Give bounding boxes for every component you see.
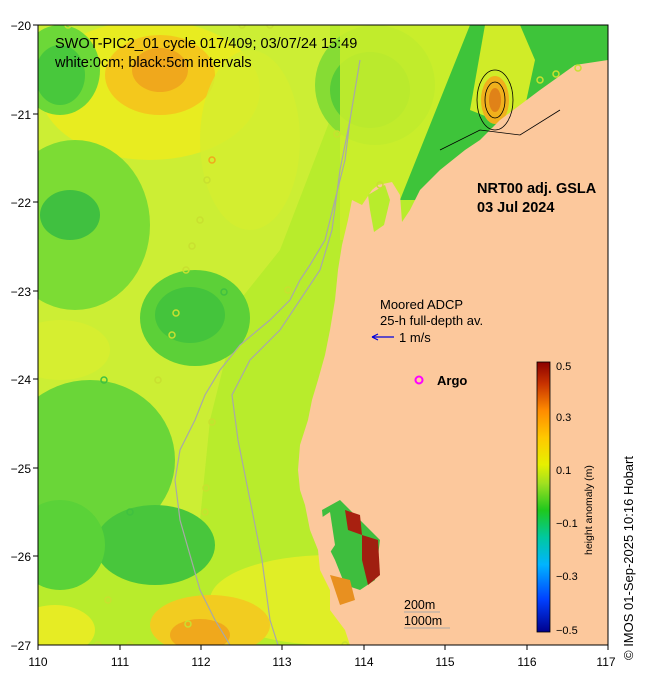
product-name: NRT00 adj. GSLA — [477, 181, 597, 197]
x-tick: 117 — [596, 655, 615, 669]
y-tick: −23 — [11, 285, 32, 299]
y-tick: −20 — [11, 19, 32, 33]
y-tick: −22 — [11, 196, 32, 210]
plot-frame — [37, 24, 609, 646]
x-tick: 110 — [28, 655, 47, 669]
axis-ticks — [33, 24, 609, 650]
y-axis-labels: −20 −21 −22 −23 −24 −25 −26 −27 — [11, 19, 32, 653]
colorbar-tick: 0.1 — [556, 465, 571, 477]
y-tick: −27 — [11, 639, 32, 653]
argo-label: Argo — [437, 373, 467, 388]
credit-text: © IMOS 01-Sep-2025 10:16 Hobart — [621, 456, 636, 660]
bathy-200-label: 200m — [404, 598, 435, 612]
colorbar-tick: 0.5 — [556, 361, 571, 373]
y-tick: −25 — [11, 462, 32, 476]
swot-contours — [439, 69, 561, 151]
vector-scale-label: 1 m/s — [399, 330, 431, 345]
x-tick: 114 — [354, 655, 373, 669]
y-tick: −21 — [11, 108, 32, 122]
x-tick: 113 — [272, 655, 291, 669]
colorbar-ticks: 0.5 0.3 0.1 −0.1 −0.3 −0.5 — [556, 361, 578, 637]
land — [298, 25, 608, 645]
colorbar-label: height anomaly (m) — [583, 465, 595, 555]
swot-swath — [340, 25, 608, 240]
adcp-label-2: 25-h full-depth av. — [380, 313, 483, 328]
title-line-1: SWOT-PIC2_01 cycle 017/409; 03/07/24 15:… — [55, 36, 357, 52]
colorbar-tick: 0.3 — [556, 412, 571, 424]
x-tick: 115 — [435, 655, 454, 669]
product-date: 03 Jul 2024 — [477, 200, 554, 216]
bathy-1000-label: 1000m — [404, 614, 442, 628]
x-tick: 111 — [111, 655, 130, 669]
adcp-label-1: Moored ADCP — [380, 297, 463, 312]
y-tick: −26 — [11, 550, 32, 564]
x-tick: 112 — [191, 655, 210, 669]
colorbar-tick: −0.1 — [556, 518, 578, 530]
argo-floats — [64, 25, 582, 645]
vector-arrow-icon — [371, 333, 394, 341]
title-line-2: white:0cm; black:5cm intervals — [54, 55, 252, 71]
y-tick: −24 — [11, 373, 32, 387]
x-tick: 116 — [517, 655, 536, 669]
colorbar-tick: −0.3 — [556, 571, 578, 583]
colorbar-tick: −0.5 — [556, 625, 578, 637]
colorbar-scale — [536, 361, 551, 633]
argo-legend-icon — [414, 375, 424, 385]
x-axis-labels: 110 111 112 113 114 115 116 117 — [28, 655, 615, 669]
bathymetry-contours — [174, 59, 361, 645]
colorbar: 0.5 0.3 0.1 −0.1 −0.3 −0.5 height anomal… — [536, 361, 595, 637]
